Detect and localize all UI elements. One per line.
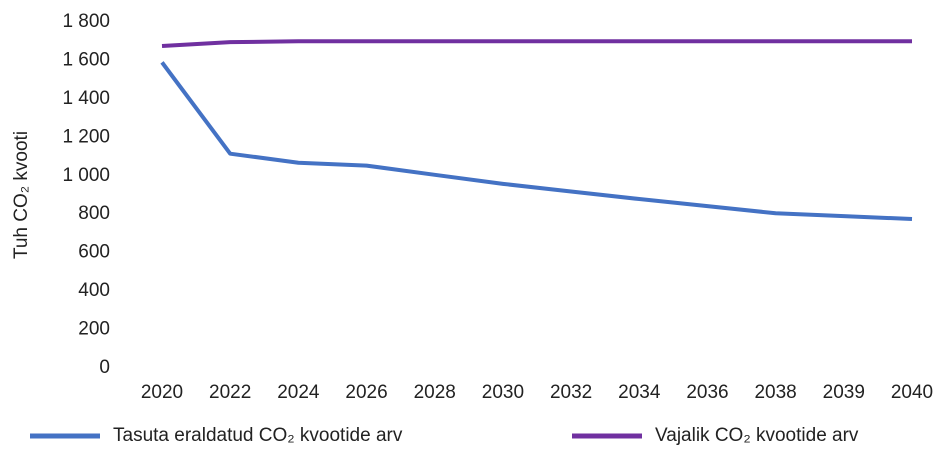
series-line xyxy=(161,39,912,49)
x-tick-label: 2024 xyxy=(277,382,320,403)
legend-label: Vajalik CO₂ kvootide arv xyxy=(655,425,859,446)
y-tick-label: 400 xyxy=(78,280,110,301)
x-tick-label: 2022 xyxy=(209,382,251,403)
y-tick-label: 600 xyxy=(78,242,110,263)
legend-label: Tasuta eraldatud CO₂ kvootide arv xyxy=(113,425,403,446)
x-tick-label: 2030 xyxy=(482,382,524,403)
series-line xyxy=(160,61,913,222)
y-tick-label: 1 200 xyxy=(62,126,110,147)
x-tick-label: 2036 xyxy=(686,382,728,403)
x-tick-label: 2034 xyxy=(618,382,661,403)
y-tick-label: 1 600 xyxy=(62,49,110,70)
y-tick-label: 1 400 xyxy=(62,88,110,109)
x-tick-label: 2026 xyxy=(345,382,387,403)
x-tick-label: 2020 xyxy=(141,382,183,403)
x-tick-label: 2038 xyxy=(754,382,796,403)
y-tick-label: 800 xyxy=(78,203,110,224)
x-tick-label: 2032 xyxy=(550,382,592,403)
y-tick-label: 200 xyxy=(78,319,110,340)
x-tick-label: 2040 xyxy=(891,382,933,403)
x-tick-label: 2028 xyxy=(414,382,456,403)
y-tick-label: 0 xyxy=(99,357,110,378)
y-tick-label: 1 000 xyxy=(62,165,110,186)
y-tick-label: 1 800 xyxy=(62,11,110,32)
x-tick-label: 2039 xyxy=(823,382,865,403)
y-axis-label: Tuh CO₂ kvooti xyxy=(11,131,32,259)
